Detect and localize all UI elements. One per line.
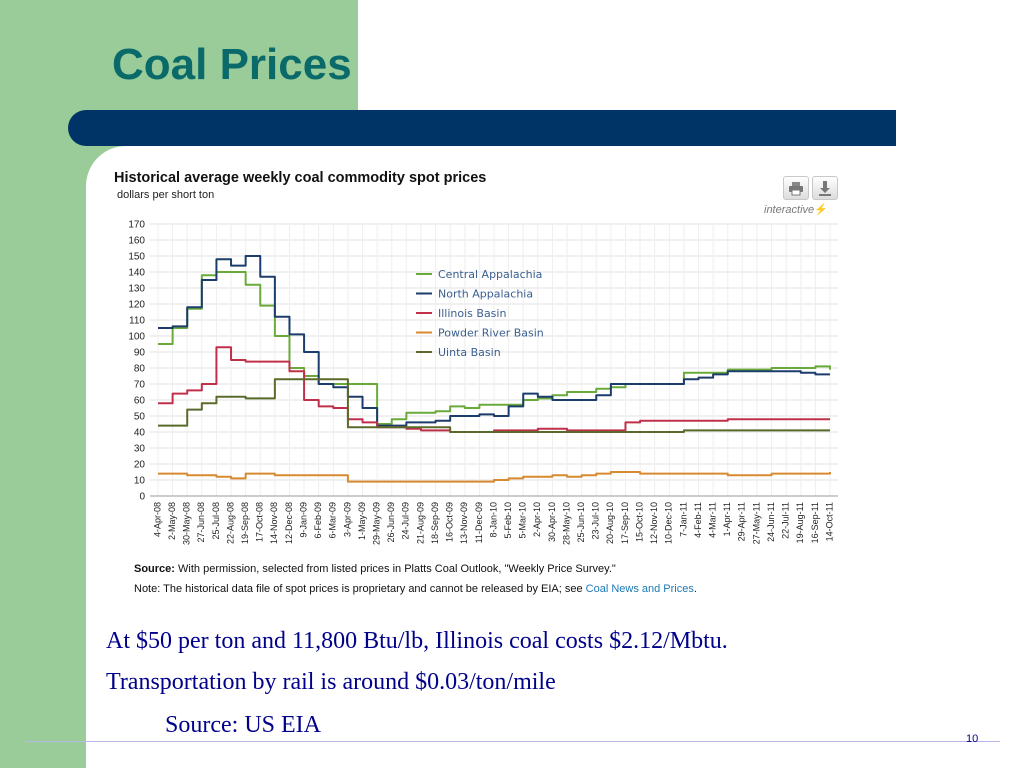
legend-label: Powder River Basin — [438, 327, 544, 340]
y-tick-label: 120 — [128, 300, 145, 311]
source-label: Source: — [134, 563, 175, 575]
y-tick-label: 140 — [128, 268, 145, 279]
x-tick-label: 26-Jun-09 — [386, 502, 396, 543]
download-icon — [819, 181, 831, 196]
legend-label: North Appalachia — [438, 288, 533, 301]
x-tick-label: 28-May-10 — [561, 502, 571, 545]
y-tick-label: 80 — [134, 364, 146, 375]
x-tick-label: 6-Mar-09 — [328, 502, 338, 539]
y-tick-label: 150 — [128, 252, 145, 263]
series-line — [158, 471, 831, 483]
slide-title: Coal Prices — [112, 40, 352, 89]
print-button[interactable] — [783, 176, 809, 200]
x-tick-label: 25-Jun-10 — [576, 502, 586, 543]
y-tick-label: 60 — [134, 396, 146, 407]
x-tick-label: 15-Oct-10 — [634, 502, 644, 542]
x-tick-label: 16-Oct-09 — [445, 502, 455, 542]
y-tick-label: 100 — [128, 332, 145, 343]
y-tick-label: 90 — [134, 348, 146, 359]
x-tick-label: 22-Aug-08 — [225, 502, 235, 544]
x-tick-label: 6-Feb-09 — [313, 502, 323, 539]
footer-line — [26, 741, 1000, 742]
note-text: Note: The historical data file of spot p… — [134, 583, 586, 595]
y-tick-label: 170 — [128, 220, 145, 231]
x-tick-label: 22-Jul-11 — [781, 502, 791, 539]
x-tick-label: 4-Mar-11 — [708, 502, 718, 538]
x-tick-label: 4-Feb-11 — [693, 502, 703, 538]
x-tick-label: 25-Jul-08 — [211, 502, 221, 540]
x-tick-label: 19-Sep-08 — [240, 502, 250, 544]
source-text: With permission, selected from listed pr… — [174, 563, 616, 575]
y-tick-label: 70 — [134, 380, 146, 391]
x-tick-label: 14-Nov-08 — [269, 502, 279, 544]
legend-label: Uinta Basin — [438, 346, 501, 359]
x-tick-label: 30-Apr-10 — [547, 502, 557, 542]
y-tick-label: 50 — [134, 412, 146, 423]
coal-news-link[interactable]: Coal News and Prices — [585, 583, 694, 595]
source-line: Source: With permission, selected from l… — [134, 563, 616, 575]
y-tick-label: 10 — [134, 476, 146, 487]
x-tick-label: 17-Sep-10 — [620, 502, 630, 544]
chart-subtitle: dollars per short ton — [117, 189, 215, 201]
x-tick-label: 14-Oct-11 — [824, 502, 834, 541]
note-line: Note: The historical data file of spot p… — [134, 583, 697, 595]
y-tick-label: 130 — [128, 284, 145, 295]
interactive-label[interactable]: interactive⚡ — [764, 203, 828, 216]
x-tick-label: 9-Jan-09 — [298, 502, 308, 538]
x-tick-label: 1-Apr-11 — [722, 502, 732, 536]
y-tick-label: 0 — [139, 492, 145, 503]
x-tick-label: 2-May-08 — [167, 502, 177, 540]
x-tick-label: 8-Jan-10 — [488, 502, 498, 538]
x-tick-label: 27-Jun-08 — [196, 502, 206, 543]
body-line-3: Source: US EIA — [165, 712, 321, 738]
x-tick-label: 3-Apr-09 — [342, 502, 352, 537]
x-tick-label: 21-Aug-09 — [415, 502, 425, 544]
download-button[interactable] — [812, 176, 838, 200]
x-tick-label: 7-Jan-11 — [678, 502, 688, 537]
page-number: 10 — [966, 733, 979, 745]
y-tick-label: 40 — [134, 428, 146, 439]
lightning-icon: ⚡ — [814, 204, 828, 216]
x-tick-label: 20-Aug-10 — [605, 502, 615, 544]
chart-title: Historical average weekly coal commodity… — [114, 170, 487, 186]
legend-label: Central Appalachia — [438, 268, 542, 281]
x-tick-label: 19-Aug-11 — [795, 502, 805, 543]
x-tick-label: 2-Apr-10 — [532, 502, 542, 537]
x-tick-label: 5-Mar-10 — [518, 502, 528, 539]
y-tick-label: 110 — [129, 316, 145, 327]
x-tick-label: 1-May-09 — [357, 502, 367, 540]
x-tick-label: 29-May-09 — [372, 502, 382, 545]
title-underline-bar — [68, 110, 896, 146]
x-tick-label: 30-May-08 — [182, 502, 192, 545]
x-tick-label: 4-Apr-08 — [152, 502, 162, 537]
body-line-2: Transportation by rail is around $0.03/t… — [106, 669, 556, 695]
interactive-text: interactive — [764, 204, 815, 216]
series-line — [158, 255, 830, 427]
x-tick-label: 5-Feb-10 — [503, 502, 513, 539]
series-line — [158, 271, 831, 425]
x-tick-label: 12-Dec-08 — [284, 502, 294, 544]
series-line — [158, 346, 830, 433]
series-line — [158, 378, 830, 433]
x-tick-label: 29-Apr-11 — [737, 502, 747, 541]
x-tick-label: 18-Sep-09 — [430, 502, 440, 544]
body-line-1: At $50 per ton and 11,800 Btu/lb, Illino… — [106, 628, 728, 654]
legend-label: Illinois Basin — [438, 307, 506, 320]
x-tick-label: 10-Dec-10 — [664, 502, 674, 544]
note-end: . — [693, 583, 697, 595]
y-tick-label: 20 — [134, 460, 146, 471]
x-tick-label: 27-May-11 — [751, 502, 761, 544]
x-tick-label: 24-Jun-11 — [766, 502, 776, 542]
x-tick-label: 24-Jul-09 — [401, 502, 411, 540]
printer-icon — [789, 182, 803, 196]
x-tick-label: 23-Jul-10 — [591, 502, 601, 540]
x-tick-label: 12-Nov-10 — [649, 502, 659, 544]
x-tick-label: 13-Nov-09 — [459, 502, 469, 544]
x-tick-label: 16-Sep-11 — [810, 502, 820, 543]
x-tick-label: 17-Oct-08 — [255, 502, 265, 542]
x-tick-label: 11-Dec-09 — [474, 502, 484, 543]
y-tick-label: 30 — [134, 444, 146, 455]
y-tick-label: 160 — [128, 236, 145, 247]
